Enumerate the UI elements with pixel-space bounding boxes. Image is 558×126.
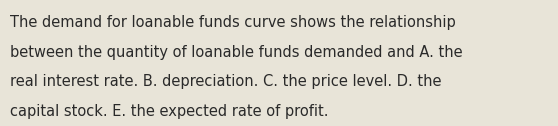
Text: real interest rate. B. depreciation. C. the price level. D. the: real interest rate. B. depreciation. C. …: [10, 74, 441, 89]
Text: between the quantity of loanable funds demanded and A. the: between the quantity of loanable funds d…: [10, 45, 463, 60]
Text: The demand for loanable funds curve shows the relationship: The demand for loanable funds curve show…: [10, 15, 456, 30]
Text: capital stock. E. the expected rate of profit.: capital stock. E. the expected rate of p…: [10, 104, 329, 119]
